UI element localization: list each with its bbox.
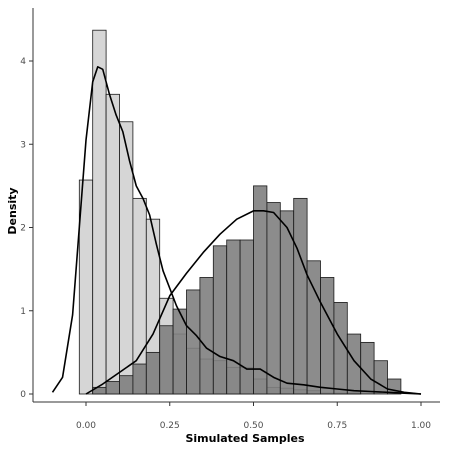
light-bar-0 [78,179,94,395]
density-curve-2 [85,210,422,395]
y-tick-label-1: 1 [20,307,26,317]
dark-bar-19 [346,333,362,395]
dark-bar-11 [239,239,254,395]
y-tick-label-0: 0 [20,390,26,400]
dark-bar-5 [159,325,174,395]
density-curves [51,66,422,395]
y-tick-label-2: 2 [20,224,26,234]
x-tick-label-2: 0.50 [243,421,263,431]
dark-bar-7 [186,289,201,395]
light-bar-3 [119,121,134,395]
dark-bar-10 [226,239,241,395]
y-tick-label-3: 3 [20,140,26,150]
axes: 0.00 0.25 0.50 0.75 1.00 0 1 2 3 4 [20,8,440,431]
dark-bar-8 [199,277,214,395]
dark-bar-15 [293,197,308,395]
light-bar-2 [105,93,120,395]
y-tick-label-4: 4 [20,57,26,67]
light-bar-1 [92,29,107,395]
dark-bar-20 [360,341,375,395]
x-tick-label-3: 0.75 [327,421,347,431]
x-tick-label-1: 0.25 [160,421,180,431]
dark-bar-21 [373,360,388,395]
dark-bar-2 [119,375,134,395]
dark-bar-3 [132,363,147,395]
y-axis-title: Density [6,187,19,234]
dark-bar-4 [145,351,161,395]
dark-bar-12 [253,185,268,395]
density-curve-1 [51,66,422,395]
dark-bar-1 [105,381,120,395]
x-tick-label-0: 0.00 [76,421,96,431]
x-axis-title: Simulated Samples [185,432,305,445]
dark-bar-17 [320,277,335,395]
dark-bar-13 [266,202,281,395]
x-tick-label-4: 1.00 [411,421,431,431]
dark-bar-9 [212,245,228,395]
